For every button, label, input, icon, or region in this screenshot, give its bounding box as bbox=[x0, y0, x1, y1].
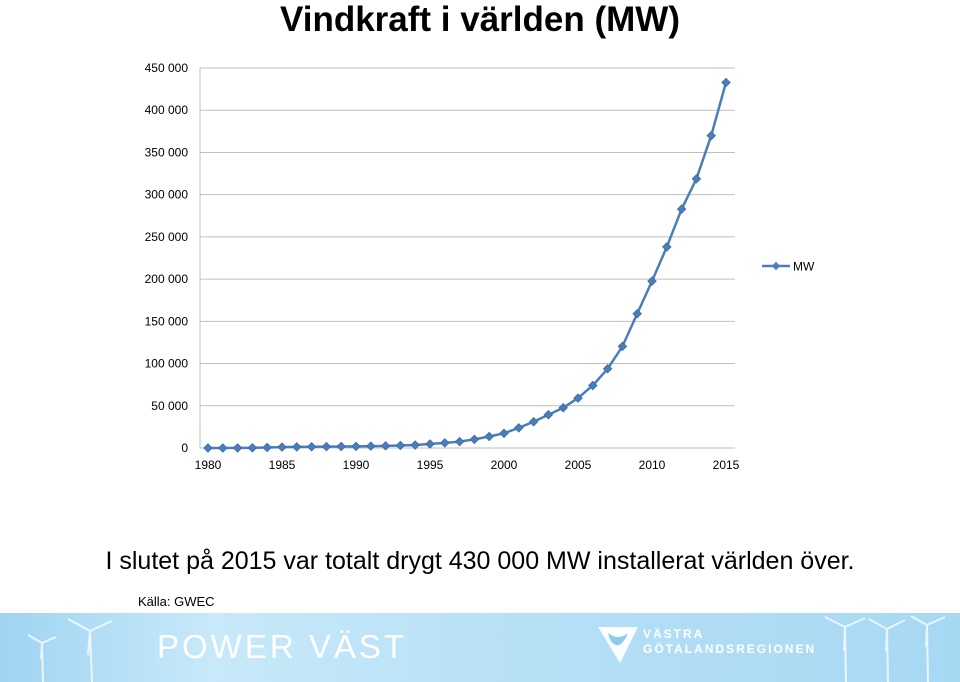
chart-title: Vindkraft i världen (MW) bbox=[280, 0, 680, 39]
region-name: VÄSTRA GÖTALANDSREGIONEN bbox=[643, 627, 816, 657]
x-tick-label: 2005 bbox=[565, 458, 592, 472]
footer-banner: POWER VÄST VÄSTRA GÖTALANDSREGIONEN bbox=[0, 613, 960, 682]
x-axis-labels: 1980 1985 1990 1995 2000 2005 2010 2015 bbox=[195, 458, 740, 472]
data-point bbox=[588, 380, 598, 391]
data-point bbox=[218, 443, 228, 453]
y-tick-label: 350 000 bbox=[145, 145, 189, 159]
data-point bbox=[662, 242, 672, 252]
x-tick-label: 2015 bbox=[713, 458, 740, 472]
data-point bbox=[247, 443, 258, 453]
data-point bbox=[573, 393, 583, 403]
region-name-line1: VÄSTRA bbox=[643, 627, 705, 641]
data-point bbox=[395, 440, 406, 451]
data-point bbox=[380, 441, 391, 451]
x-tick-label: 1985 bbox=[269, 458, 296, 472]
y-tick-label: 0 bbox=[181, 441, 188, 455]
data-point bbox=[558, 403, 568, 413]
data-point bbox=[425, 439, 435, 449]
legend-label: MW bbox=[793, 260, 815, 274]
data-point bbox=[647, 276, 657, 286]
legend: MW bbox=[762, 260, 815, 274]
y-tick-label: 100 000 bbox=[145, 357, 189, 371]
data-point bbox=[262, 442, 272, 453]
data-point bbox=[440, 438, 450, 448]
data-point bbox=[336, 441, 346, 452]
data-point bbox=[203, 443, 213, 453]
x-tick-label: 1980 bbox=[195, 458, 222, 472]
x-tick-label: 2000 bbox=[491, 458, 518, 472]
caption: I slutet på 2015 var totalt drygt 430 00… bbox=[105, 547, 855, 575]
brand-logo-text: POWER VÄST bbox=[157, 628, 408, 665]
data-point bbox=[632, 308, 642, 319]
x-tick-label: 1995 bbox=[417, 458, 444, 472]
data-point bbox=[706, 130, 716, 141]
data-point bbox=[232, 443, 243, 453]
y-tick-label: 150 000 bbox=[145, 314, 189, 328]
grid-lines bbox=[199, 67, 735, 449]
y-tick-label: 400 000 bbox=[145, 103, 189, 117]
wind-turbine-icon bbox=[27, 618, 113, 682]
data-point bbox=[351, 441, 361, 452]
y-tick-label: 250 000 bbox=[145, 230, 189, 244]
data-point bbox=[410, 440, 420, 450]
vastra-gotalandsregionen-logo bbox=[598, 627, 638, 663]
data-point bbox=[528, 416, 539, 427]
y-axis-labels: 0 50 000 100 000 150 000 200 000 250 000 300 0… bbox=[145, 61, 189, 455]
source-note: Källa: GWEC bbox=[138, 594, 215, 609]
data-point bbox=[292, 442, 302, 452]
region-name-line2: GÖTALANDSREGIONEN bbox=[643, 642, 817, 656]
data-point bbox=[721, 77, 731, 88]
series-line bbox=[207, 82, 728, 450]
data-point bbox=[321, 441, 332, 452]
y-tick-label: 200 000 bbox=[145, 272, 189, 286]
data-point bbox=[514, 423, 524, 433]
x-tick-label: 2010 bbox=[639, 458, 666, 472]
data-point bbox=[676, 204, 687, 214]
chart: 0 50 000 100 000 150 000 200 000 250 000 300 0… bbox=[145, 61, 815, 472]
y-tick-label: 300 000 bbox=[145, 188, 189, 202]
data-point bbox=[617, 341, 628, 352]
data-point bbox=[469, 434, 480, 445]
series-mw bbox=[203, 77, 731, 453]
data-point bbox=[277, 442, 287, 452]
y-tick-label: 450 000 bbox=[145, 61, 189, 75]
data-point bbox=[543, 409, 554, 420]
data-point bbox=[306, 442, 317, 452]
data-point bbox=[691, 174, 702, 184]
y-tick-label: 50 000 bbox=[151, 399, 188, 413]
x-tick-label: 1990 bbox=[343, 458, 370, 472]
wind-turbine-icon bbox=[824, 615, 946, 682]
data-point bbox=[602, 364, 613, 374]
data-point bbox=[366, 441, 376, 451]
legend-marker bbox=[771, 261, 781, 271]
data-point bbox=[484, 431, 494, 442]
data-point bbox=[499, 428, 509, 439]
data-point bbox=[454, 436, 465, 447]
